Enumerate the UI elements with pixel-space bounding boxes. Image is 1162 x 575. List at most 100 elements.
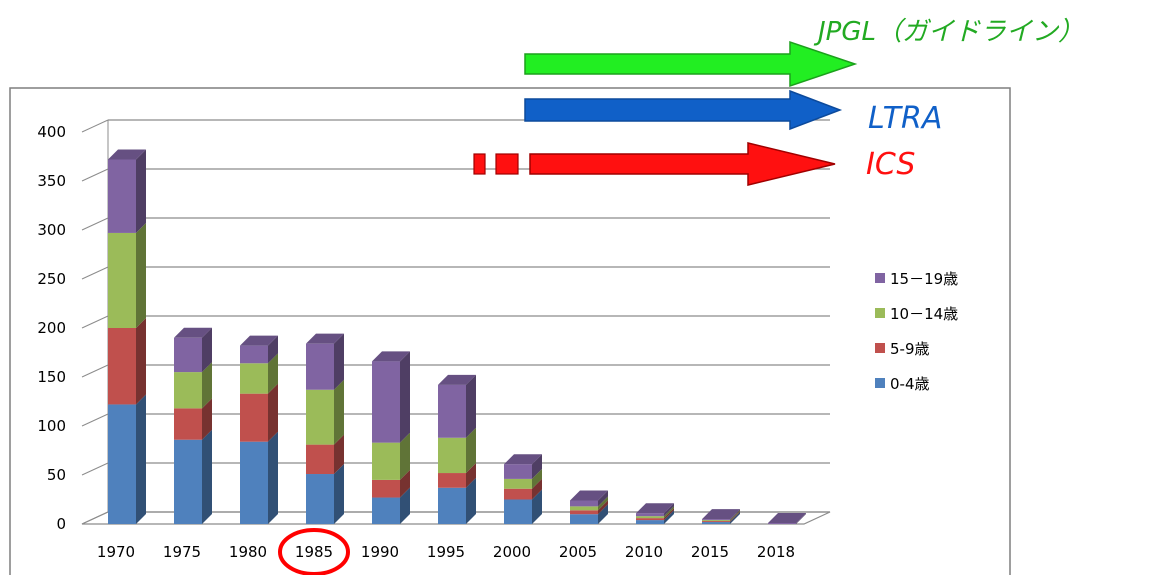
bar-stack-1990 (372, 351, 410, 524)
bar-segment-1995-1 (438, 463, 476, 488)
bar-segment-1985-1 (306, 434, 344, 475)
bar-segment-2015-0 (702, 512, 740, 524)
highlight-circle-1985 (278, 528, 350, 575)
bar-top-2015 (702, 509, 740, 520)
bar-segment-1970-0 (108, 394, 146, 524)
legend-label: 0-4歳 (890, 375, 930, 393)
x-tick-label-2010: 2010 (625, 543, 663, 561)
bar-segment-2015-2 (702, 510, 740, 522)
ics-dash-1 (473, 153, 486, 175)
bar-segment-1985-3 (306, 333, 344, 390)
bar-segment-1970-1 (108, 318, 146, 405)
bar-top-2000 (504, 454, 542, 465)
bar-segment-1990-1 (372, 469, 410, 498)
bar-segment-2018-3 (768, 513, 806, 524)
legend-swatch (875, 343, 885, 353)
jpgl-label: JPGL（ガイドライン） (813, 17, 1084, 47)
bar-segment-2010-1 (636, 508, 674, 521)
y-tick-label: 150 (37, 368, 66, 386)
legend-item: 5-9歳 (875, 340, 930, 358)
bar-segment-1975-2 (174, 362, 212, 409)
gridline (81, 266, 830, 280)
ltra-label: LTRA (868, 101, 942, 136)
y-tick-label: 350 (37, 172, 66, 190)
bar-stack-2000 (504, 454, 542, 524)
bar-segment-1995-2 (438, 427, 476, 474)
bar-stack-1985 (306, 333, 344, 524)
legend-label: 10－14歳 (890, 305, 958, 323)
legend-item: 15－19歳 (875, 270, 958, 288)
y-tick-label: 300 (37, 221, 66, 239)
bar-segment-2000-3 (504, 454, 542, 479)
bar-top-1995 (438, 374, 476, 385)
bar-top-1970 (108, 149, 146, 160)
bar-top-2010 (636, 503, 674, 514)
bar-segment-1985-2 (306, 379, 344, 445)
bar-segment-2005-0 (570, 504, 608, 524)
bar-segment-1995-0 (438, 477, 476, 524)
bar-segment-2010-3 (636, 503, 674, 517)
bar-segment-2015-1 (702, 511, 740, 523)
legend-swatch (875, 378, 885, 388)
bar-top-1985 (306, 333, 344, 344)
gridline (81, 217, 830, 231)
y-axis: 0 50 100 150 200 250 300 350 400 (37, 123, 66, 533)
bar-stack-1975 (174, 327, 212, 524)
bar-stack-1995 (438, 374, 476, 524)
x-tick-label-2000: 2000 (493, 543, 531, 561)
y-tick-label: 100 (37, 417, 66, 435)
bar-top-2018 (768, 513, 806, 524)
bar-segment-2000-2 (504, 468, 542, 489)
x-axis: 1970 1975 1980 1985 1990 1995 2000 2005 2010 2015… (97, 543, 795, 561)
jpgl-arrow (524, 40, 858, 88)
bar-segment-2010-2 (636, 506, 674, 519)
bar-stack-2015 (702, 509, 740, 524)
ics-arrow (529, 142, 836, 186)
bar-segment-2000-1 (504, 478, 542, 500)
x-tick-label-1985: 1985 (295, 543, 333, 561)
bars (108, 149, 806, 524)
bar-segment-1970-3 (108, 149, 146, 233)
bar-segment-2015-3 (702, 509, 740, 521)
legend: 15－19歳 10－14歳 5-9歳 0-4歳 (875, 270, 958, 393)
legend-label: 5-9歳 (890, 340, 930, 358)
bar-segment-1990-0 (372, 487, 410, 524)
ltra-arrow (524, 89, 843, 131)
bar-segment-2005-3 (570, 490, 608, 507)
bar-segment-1990-2 (372, 432, 410, 480)
y-tick-label: 250 (37, 270, 66, 288)
x-tick-label-2018: 2018 (757, 543, 795, 561)
x-tick-label-1970: 1970 (97, 543, 135, 561)
bar-segment-1990-3 (372, 351, 410, 443)
bar-stack-2005 (570, 490, 608, 524)
gridline (81, 364, 830, 378)
bar-segment-2005-2 (570, 496, 608, 511)
bar-stack-2018 (768, 513, 806, 524)
legend-item: 10－14歳 (875, 305, 958, 323)
y-tick-label: 400 (37, 123, 66, 141)
bar-segment-1975-1 (174, 398, 212, 440)
bar-segment-1975-3 (174, 327, 212, 373)
bar-segment-2000-0 (504, 489, 542, 524)
bar-stack-1980 (240, 335, 278, 524)
x-tick-label-1990: 1990 (361, 543, 399, 561)
y-tick-label: 50 (47, 466, 66, 484)
ics-annotation: ICS (473, 142, 915, 186)
legend-swatch (875, 273, 885, 283)
x-tick-label-1975: 1975 (163, 543, 201, 561)
floor (81, 511, 831, 525)
legend-item: 0-4歳 (875, 375, 930, 393)
bar-stack-2010 (636, 503, 674, 524)
legend-swatch (875, 308, 885, 318)
bar-stack-1970 (108, 149, 146, 524)
ics-label: ICS (866, 147, 915, 182)
bar-top-2005 (570, 490, 608, 501)
x-tick-label-2005: 2005 (559, 543, 597, 561)
x-tick-label-1995: 1995 (427, 543, 465, 561)
gridline (81, 315, 830, 329)
bar-segment-1980-0 (240, 431, 278, 524)
bar-segment-1995-3 (438, 374, 476, 438)
x-tick-label-1980: 1980 (229, 543, 267, 561)
bar-segment-2005-1 (570, 500, 608, 515)
